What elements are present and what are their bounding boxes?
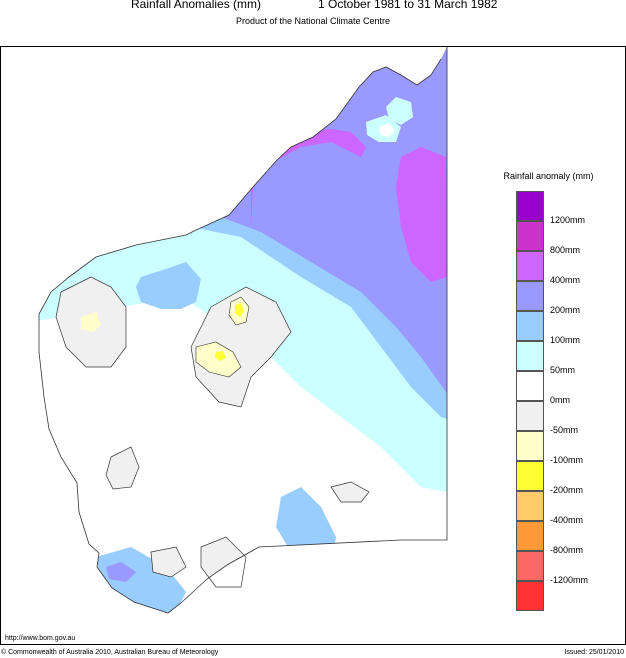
legend-label: 100mm <box>550 335 581 345</box>
issued-date: Issued: 25/01/2010 <box>564 649 624 656</box>
coastline <box>38 47 448 614</box>
map-subtitle: Product of the National Climate Centre <box>235 16 391 26</box>
legend-panel: Rainfall anomaly (mm) 1200mm 800mm 400mm 20… <box>472 46 626 645</box>
legend-label: -1200mm <box>550 575 589 585</box>
legend-swatch <box>516 521 544 551</box>
legend-label: -800mm <box>550 545 584 555</box>
map-title: Rainfall Anomalies (mm) <box>131 0 262 11</box>
legend-label: 400mm <box>550 275 581 285</box>
legend-swatch <box>516 551 544 581</box>
anomaly-fill-layer <box>39 47 447 613</box>
legend-swatch <box>516 491 544 521</box>
legend-swatch <box>516 281 544 311</box>
legend-label: 200mm <box>550 305 581 315</box>
legend-label: 1200mm <box>550 215 586 225</box>
legend-swatch <box>516 251 544 281</box>
legend-swatch <box>516 311 544 341</box>
legend-swatch <box>516 371 544 401</box>
legend-label: -200mm <box>550 485 584 495</box>
copyright-notice: © Commonwealth of Australia 2010, Austra… <box>1 649 219 656</box>
map-panel <box>0 46 473 645</box>
legend-swatch <box>516 221 544 251</box>
source-url[interactable]: http://www.bom.gov.au <box>5 635 76 642</box>
legend-label: -400mm <box>550 515 584 525</box>
legend-swatch <box>516 401 544 431</box>
legend-title: Rainfall anomaly (mm) <box>503 171 594 181</box>
legend-label: -100mm <box>550 455 584 465</box>
legend-swatch <box>516 581 544 611</box>
map-period: 1 October 1981 to 31 March 1982 <box>318 0 498 11</box>
legend-label: 50mm <box>550 365 576 375</box>
legend-label: 0mm <box>550 395 570 405</box>
legend-label: 800mm <box>550 245 581 255</box>
legend-label: -50mm <box>550 425 579 435</box>
legend-swatch <box>516 341 544 371</box>
legend-swatch <box>516 461 544 491</box>
legend-swatch <box>516 431 544 461</box>
rainfall-anomaly-map <box>38 47 448 614</box>
legend-swatch <box>516 191 544 221</box>
